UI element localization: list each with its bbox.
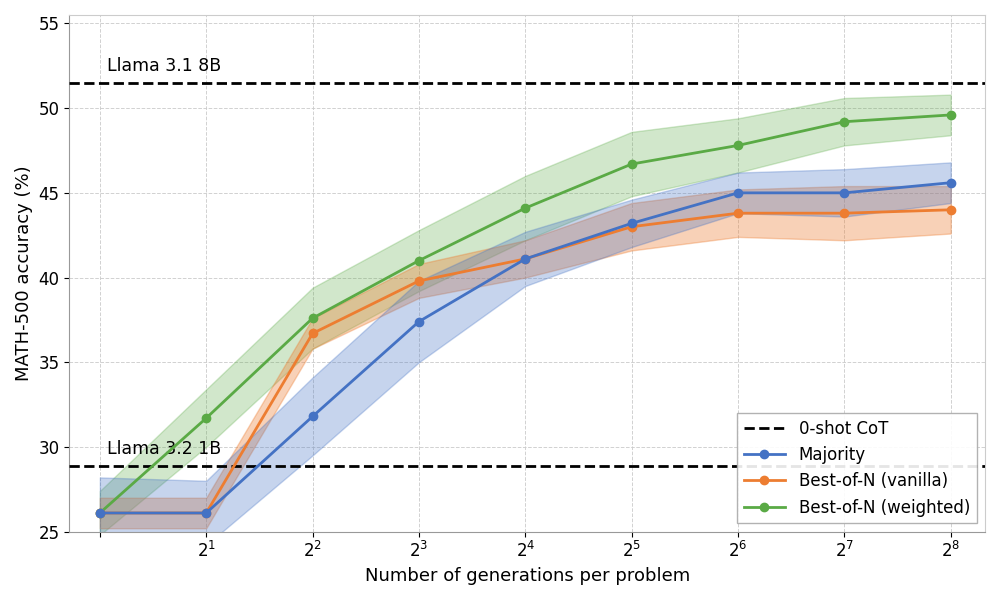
- X-axis label: Number of generations per problem: Number of generations per problem: [365, 567, 690, 585]
- Majority: [945, 179, 957, 186]
- Best-of-N (weighted): [519, 205, 531, 212]
- Text: Llama 3.2 1B: Llama 3.2 1B: [107, 440, 222, 458]
- Majority: [838, 189, 850, 196]
- Best-of-N (weighted): [945, 112, 957, 119]
- Best-of-N (weighted): [307, 314, 319, 322]
- Majority: [732, 189, 744, 196]
- Best-of-N (weighted): [732, 142, 744, 149]
- Y-axis label: MATH-500 accuracy (%): MATH-500 accuracy (%): [15, 166, 33, 381]
- Best-of-N (weighted): [838, 118, 850, 125]
- Majority: [307, 413, 319, 420]
- Majority: [626, 220, 638, 227]
- Best-of-N (vanilla): [519, 256, 531, 263]
- Best-of-N (weighted): [94, 509, 106, 517]
- Line: Majority: Majority: [96, 179, 955, 517]
- Best-of-N (vanilla): [200, 509, 212, 517]
- Majority: [200, 509, 212, 517]
- Majority: [413, 318, 425, 325]
- Best-of-N (vanilla): [945, 206, 957, 214]
- Text: Llama 3.1 8B: Llama 3.1 8B: [107, 57, 222, 75]
- Best-of-N (vanilla): [307, 330, 319, 337]
- Best-of-N (vanilla): [413, 277, 425, 284]
- Line: Best-of-N (vanilla): Best-of-N (vanilla): [96, 206, 955, 517]
- Majority: [94, 509, 106, 517]
- Best-of-N (vanilla): [94, 509, 106, 517]
- Best-of-N (vanilla): [626, 223, 638, 230]
- Best-of-N (vanilla): [838, 209, 850, 217]
- Legend: 0-shot CoT, Majority, Best-of-N (vanilla), Best-of-N (weighted): 0-shot CoT, Majority, Best-of-N (vanilla…: [737, 413, 977, 523]
- Best-of-N (weighted): [626, 160, 638, 167]
- Best-of-N (vanilla): [732, 209, 744, 217]
- Best-of-N (weighted): [200, 415, 212, 422]
- Line: Best-of-N (weighted): Best-of-N (weighted): [96, 111, 955, 517]
- Majority: [519, 256, 531, 263]
- Best-of-N (weighted): [413, 257, 425, 264]
